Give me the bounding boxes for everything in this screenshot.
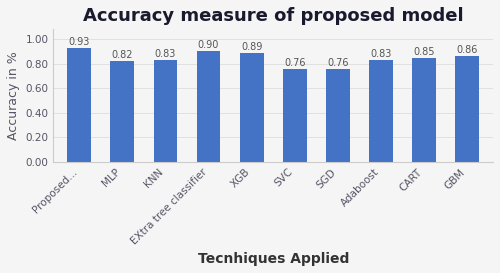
Bar [68,48,91,162]
Bar [456,56,479,162]
Bar [283,69,306,162]
Bar [154,60,178,162]
Title: Accuracy measure of proposed model: Accuracy measure of proposed model [83,7,464,25]
Text: 0.76: 0.76 [327,58,348,68]
Bar [110,61,134,162]
X-axis label: Tecnhiques Applied: Tecnhiques Applied [198,252,349,266]
Text: 0.90: 0.90 [198,40,219,51]
Bar [240,53,264,162]
Text: 0.86: 0.86 [456,45,478,55]
Bar [326,69,349,162]
Bar [196,51,220,162]
Bar [412,58,436,162]
Bar [369,60,393,162]
Text: 0.82: 0.82 [112,50,133,60]
Text: 0.76: 0.76 [284,58,306,68]
Text: 0.89: 0.89 [241,42,262,52]
Text: 0.85: 0.85 [414,47,435,57]
Y-axis label: Accuracy in %: Accuracy in % [7,51,20,140]
Text: 0.83: 0.83 [155,49,176,59]
Text: 0.93: 0.93 [68,37,90,47]
Text: 0.83: 0.83 [370,49,392,59]
